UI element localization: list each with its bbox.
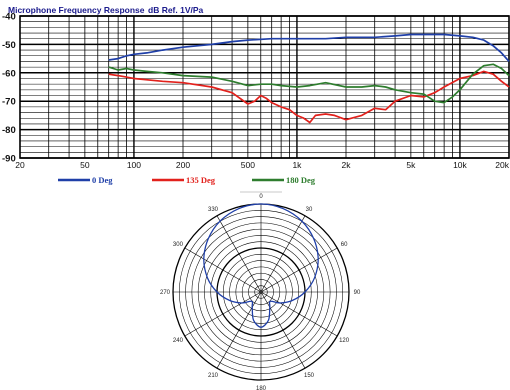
x-tick-label: 10k xyxy=(453,160,467,170)
polar-angle-label: 330 xyxy=(208,207,219,213)
polar-angle-label: 30 xyxy=(306,207,313,213)
polar-angle-label: 300 xyxy=(173,242,184,248)
polar-angle-label: 0 xyxy=(259,194,263,200)
polar-angle-label: 150 xyxy=(304,373,315,379)
y-tick-label: -70 xyxy=(2,97,16,108)
y-tick-label: -80 xyxy=(2,125,16,136)
plot-frame xyxy=(19,15,510,159)
x-tick-labels: 20 50 100 200 500 1k 2k 5k 10k 20k xyxy=(15,160,509,170)
x-tick-label: 500 xyxy=(241,160,255,170)
series-line-135-deg xyxy=(108,70,510,124)
legend-item-0-deg: 0 Deg xyxy=(58,175,113,185)
y-tick-label: -90 xyxy=(2,154,16,165)
polar-spoke xyxy=(260,215,306,293)
x-tick-label: 1k xyxy=(292,160,302,170)
polar-spoke xyxy=(184,247,262,293)
series-line-0-deg xyxy=(108,33,510,62)
polar-angle-label: 270 xyxy=(160,290,171,296)
chart-subtitle: dB Ref. 1V/Pa xyxy=(148,5,204,15)
plot-grid xyxy=(19,15,510,159)
polar-angle-label: 240 xyxy=(173,338,184,344)
polar-spoke xyxy=(184,291,262,337)
polar-pattern-chart: 0 30 60 90 120 150 180 210 240 270 300 330 xyxy=(160,194,361,390)
plot-series-group xyxy=(108,33,510,124)
polar-spoke xyxy=(260,247,338,293)
x-tick-label: 50 xyxy=(80,160,90,170)
legend-item-180-deg: 180 Deg xyxy=(252,175,316,185)
frequency-response-chart: Microphone Frequency Response dB Ref. 1V… xyxy=(2,5,510,185)
polar-spoke xyxy=(260,291,338,337)
polar-spoke xyxy=(216,291,262,369)
polar-center xyxy=(258,289,264,295)
chart-title: Microphone Frequency Response xyxy=(8,5,145,15)
polar-angle-labels: 0 30 60 90 120 150 180 210 240 270 300 330 xyxy=(160,194,361,390)
chart-legend: 0 Deg 135 Deg 180 Deg xyxy=(58,175,316,185)
polar-angle-label: 120 xyxy=(339,338,350,344)
polar-angle-label: 60 xyxy=(341,242,348,248)
polar-angle-label: 180 xyxy=(256,386,267,390)
series-line-180-deg xyxy=(108,63,510,104)
legend-label-180-deg: 180 Deg xyxy=(286,175,316,185)
x-tick-label: 20 xyxy=(15,160,25,170)
legend-label-135-deg: 135 Deg xyxy=(186,175,216,185)
legend-item-135-deg: 135 Deg xyxy=(152,175,216,185)
x-tick-label: 5k xyxy=(406,160,416,170)
polar-angle-label: 210 xyxy=(208,373,219,379)
polar-spoke xyxy=(260,291,306,369)
polar-spoke xyxy=(216,215,262,293)
y-tick-label: -50 xyxy=(2,40,16,51)
y-tick-label: -40 xyxy=(2,12,16,23)
legend-label-0-deg: 0 Deg xyxy=(92,175,113,185)
polar-grid xyxy=(172,203,350,381)
y-tick-labels: -40 -50 -60 -70 -80 -90 xyxy=(2,12,16,165)
x-tick-label: 2k xyxy=(342,160,352,170)
y-tick-label: -60 xyxy=(2,68,16,79)
polar-angle-label: 90 xyxy=(354,290,361,296)
x-tick-label: 20k xyxy=(495,160,509,170)
polar-response-curve xyxy=(203,203,319,328)
x-tick-label: 100 xyxy=(127,160,141,170)
x-tick-label: 200 xyxy=(176,160,190,170)
